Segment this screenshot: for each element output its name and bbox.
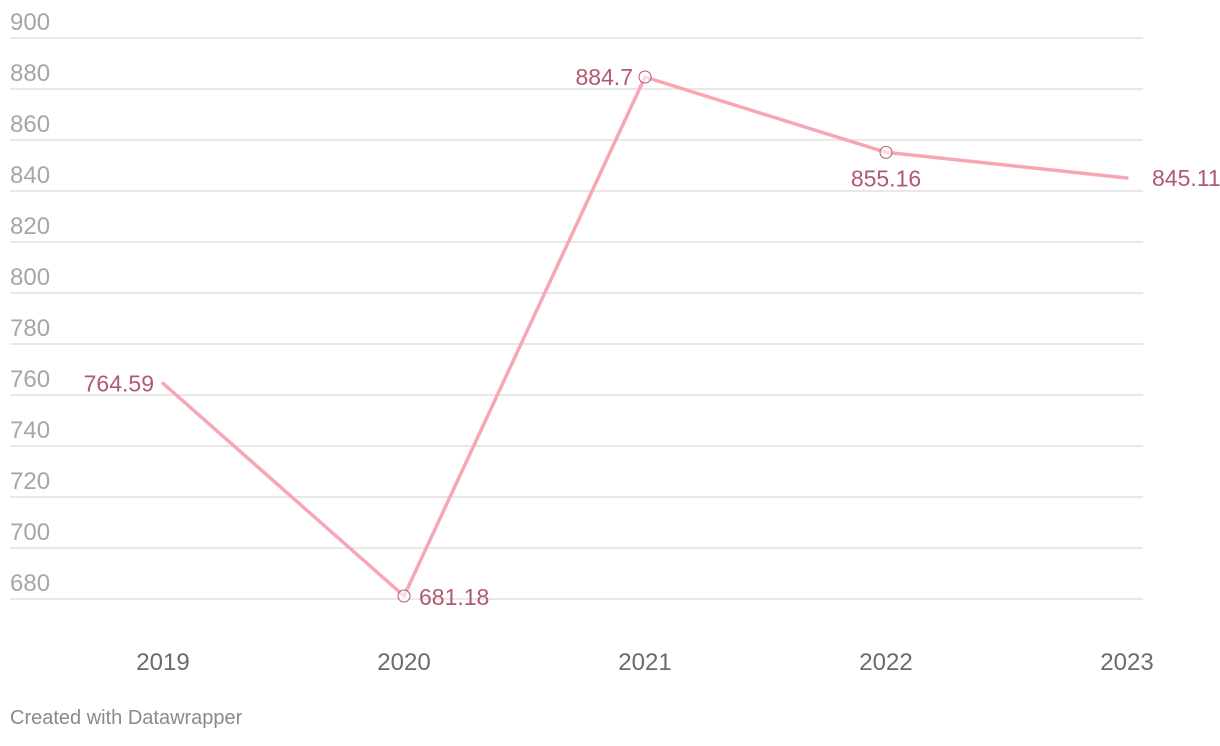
x-tick-label: 2023 xyxy=(1100,649,1153,676)
data-points xyxy=(397,70,893,603)
data-point-marker xyxy=(397,589,411,603)
series-line-group xyxy=(161,75,1129,598)
y-tick-label: 740 xyxy=(10,417,50,444)
x-tick-label: 2022 xyxy=(859,649,912,676)
y-tick-label: 840 xyxy=(10,162,50,189)
y-tick-label: 700 xyxy=(10,519,50,546)
y-tick-label: 820 xyxy=(10,213,50,240)
y-tick-label: 800 xyxy=(10,264,50,291)
y-tick-label: 760 xyxy=(10,366,50,393)
x-tick-label: 2020 xyxy=(377,649,430,676)
data-label: 884.7 xyxy=(575,64,633,90)
data-labels: 764.59 681.18 884.7 855.16 845.11 xyxy=(84,64,1220,610)
gridlines xyxy=(10,37,1143,600)
data-label: 681.18 xyxy=(419,584,489,610)
y-tick-label: 860 xyxy=(10,111,50,138)
y-tick-label: 680 xyxy=(10,570,50,597)
y-tick-label: 780 xyxy=(10,315,50,342)
data-point-marker xyxy=(638,70,652,84)
y-axis-ticks: 900 880 860 840 820 800 780 760 740 720 700 680 xyxy=(10,9,50,597)
data-point-marker xyxy=(879,145,893,159)
line-chart: 900 880 860 840 820 800 780 760 740 720 700 680 201… xyxy=(10,9,1220,676)
x-tick-label: 2021 xyxy=(618,649,671,676)
data-label: 855.16 xyxy=(851,165,921,191)
y-tick-label: 880 xyxy=(10,60,50,87)
series-line xyxy=(161,75,1129,598)
data-label: 845.11 xyxy=(1152,165,1220,191)
datawrapper-credit[interactable]: Created with Datawrapper xyxy=(10,707,243,729)
y-tick-label: 720 xyxy=(10,468,50,495)
data-label: 764.59 xyxy=(84,370,154,396)
y-tick-label: 900 xyxy=(10,9,50,36)
x-tick-label: 2019 xyxy=(136,649,189,676)
x-axis-ticks: 2019 2020 2021 2022 2023 xyxy=(136,649,1153,676)
